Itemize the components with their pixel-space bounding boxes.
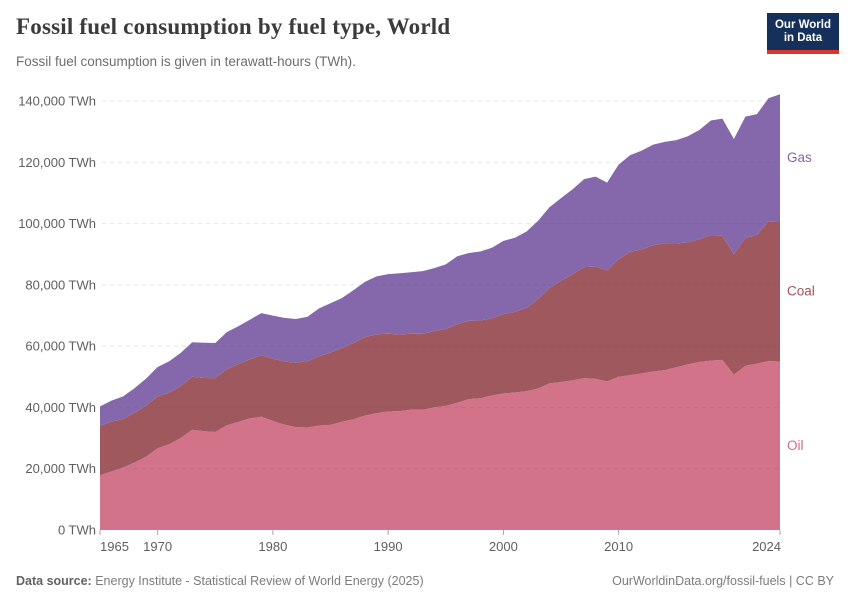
footer-links: OurWorldinData.org/fossil-fuels | CC BY [612, 574, 834, 588]
series-labels: Oil Coal Gas [787, 150, 815, 453]
y-tick-label: 0 TWh [58, 523, 96, 538]
y-tick-label: 100,000 TWh [18, 216, 96, 231]
x-tick-label: 1970 [143, 539, 172, 554]
x-tick-label: 1990 [374, 539, 403, 554]
chart-subtitle: Fossil fuel consumption is given in tera… [16, 54, 356, 69]
x-tick-label: 2024 [752, 539, 781, 554]
series-label-oil: Oil [787, 438, 804, 453]
y-tick-label: 120,000 TWh [18, 155, 96, 170]
series-label-gas: Gas [787, 150, 812, 165]
footer-separator: | [789, 574, 793, 588]
y-tick-label: 40,000 TWh [25, 400, 96, 415]
series-label-coal: Coal [787, 284, 815, 299]
x-tick-label: 2010 [604, 539, 633, 554]
footer-url[interactable]: OurWorldinData.org/fossil-fuels [612, 574, 786, 588]
owid-logo-line1: Our World [774, 19, 831, 31]
area-gas[interactable] [100, 94, 780, 426]
x-tick-label: 1980 [258, 539, 287, 554]
x-tick-label: 1965 [100, 539, 129, 554]
data-source: Data source: Energy Institute - Statisti… [16, 574, 424, 588]
footer-license[interactable]: CC BY [795, 574, 834, 588]
y-tick-label: 80,000 TWh [25, 277, 96, 292]
data-source-label: Data source: [16, 574, 92, 588]
x-tick-label: 2000 [489, 539, 518, 554]
y-tick-label: 20,000 TWh [25, 461, 96, 476]
page-title: Fossil fuel consumption by fuel type, Wo… [16, 14, 451, 39]
y-axis-labels: 0 TWh 20,000 TWh 40,000 TWh 60,000 TWh 80,00… [18, 94, 96, 538]
owid-logo[interactable]: Our World in Data [766, 13, 839, 54]
y-tick-label: 60,000 TWh [25, 339, 96, 354]
areas [100, 94, 780, 530]
area-coal[interactable] [100, 221, 780, 476]
y-tick-label: 140,000 TWh [18, 94, 96, 109]
data-source-text: Energy Institute - Statistical Review of… [95, 574, 424, 588]
y-gridlines [102, 100, 780, 470]
area-oil[interactable] [100, 359, 780, 530]
owid-logo-line2: in Data [783, 32, 823, 44]
x-axis: 1965 1970 1980 1990 2000 2010 2024 [99, 530, 781, 554]
